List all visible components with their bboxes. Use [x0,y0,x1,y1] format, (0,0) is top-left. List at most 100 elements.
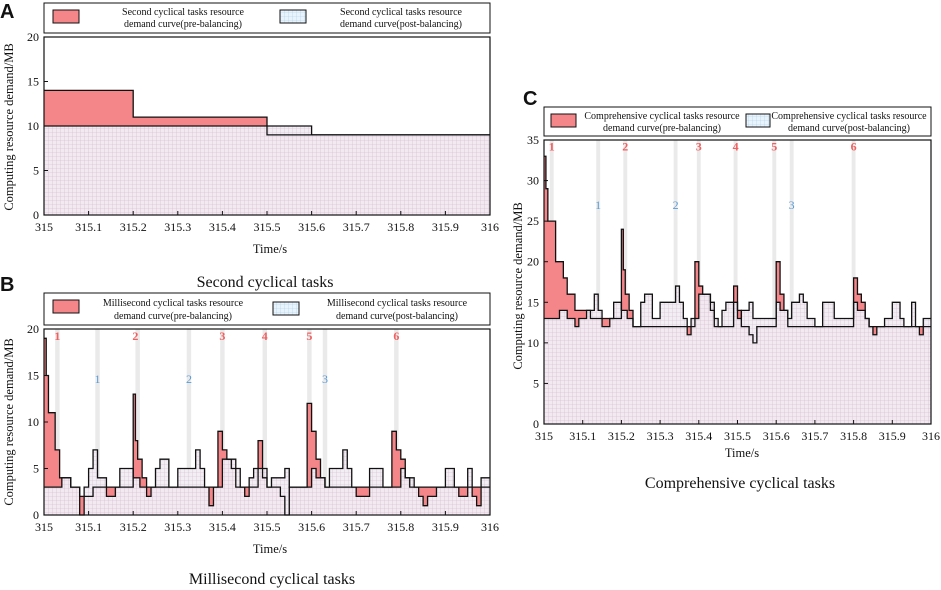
legend-box-b [43,292,491,326]
marker-label-b-red-4: 4 [262,329,268,343]
marker-label-c-red-4: 4 [733,140,739,154]
y-tick-label-c-2: 10 [527,336,539,350]
x-tick-label-a-7: 315.7 [343,220,370,234]
marker-label-b-blue-1: 1 [95,372,101,386]
y-tick-label-b-4: 20 [27,322,39,336]
legend-box-c [543,106,932,137]
marker-label-c-red-6: 6 [851,140,857,154]
y-axis-label-a: Computing resource demand/MB [2,43,16,210]
legend-swatch-post-a [279,9,307,24]
y-tick-label-a-0: 0 [33,208,39,222]
y-tick-label-b-1: 5 [33,462,39,476]
y-tick-label-c-6: 30 [527,174,539,188]
x-tick-label-a-2: 315.2 [120,220,147,234]
shade-band-c-6 [772,140,777,424]
y-tick-label-b-3: 15 [27,369,39,383]
legend-text-pre-c-2: demand curve(pre-balancing) [603,123,721,134]
marker-label-c-blue-1: 1 [595,198,601,212]
y-tick-label-c-3: 15 [527,295,539,309]
marker-label-b-red-1: 1 [54,329,60,343]
plot-c: 315 315.1 315.2 315.3 315.4 315.5 315.6 315.7 31… [527,133,940,443]
y-tick-label-b-0: 0 [33,508,39,522]
marker-label-c-red-5: 5 [771,140,777,154]
x-tick-label-b-9: 315.9 [432,520,459,534]
series-post-line-c [544,285,931,336]
marker-label-b-red-2: 2 [132,329,138,343]
legend-b: Millisecond cyclical tasks resource dema… [43,292,491,326]
legend-swatch-post-b [272,301,300,316]
caption-a: Second cyclical tasks [197,274,334,291]
shade-band-b-8 [394,329,399,515]
x-tick-label-c-9: 315.9 [879,429,906,443]
y-axis-label-c: Computing resource demand/MB [511,202,525,369]
panel-letter-c: C [523,88,537,110]
x-tick-label-b-6: 315.6 [298,520,325,534]
plot-a: 315 315.1 315.2 315.3 315.4 315.5 315.6 315.7 31… [27,30,499,234]
x-tick-label-c-1: 315.1 [569,429,596,443]
y-tick-label-c-1: 5 [533,376,539,390]
series-post-line-a [44,125,490,136]
legend-text-post-a-2: demand curve(post-balancing) [340,19,462,30]
x-tick-label-c-4: 315.4 [685,429,712,443]
legend-swatch-pre-c [550,113,577,128]
x-tick-label-c-2: 315.2 [608,429,635,443]
series-overlap-area-a [44,126,490,215]
x-tick-label-a-8: 315.8 [387,220,414,234]
legend-text-pre-a-2: demand curve(pre-balancing) [124,19,242,30]
series-pre-line-c [544,155,931,344]
x-axis-label-b: Time/s [253,542,287,556]
x-axis-label-a: Time/s [253,242,287,256]
marker-label-c-blue-3: 3 [789,198,795,212]
x-tick-label-c-5: 315.5 [724,429,751,443]
x-tick-label-a-9: 315.9 [432,220,459,234]
y-tick-label-b-2: 10 [27,415,39,429]
x-tick-label-b-3: 315.3 [164,520,191,534]
x-tick-label-b-0: 315 [35,520,53,534]
y-tick-label-c-5: 25 [527,214,539,228]
shade-band-b-1 [95,329,100,515]
legend-text-post-c-1: Comprehensive cyclical tasks resource [771,111,927,122]
shade-band-b-5 [262,329,267,515]
legend-text-pre-a-1: Second cyclical tasks resource [122,7,244,18]
shade-band-c-7 [789,140,794,424]
shade-band-c-1 [596,140,601,424]
panel-letter-a: A [0,1,14,23]
x-tick-label-a-3: 315.3 [164,220,191,234]
caption-c: Comprehensive cyclical tasks [645,475,835,492]
x-tick-label-a-0: 315 [35,220,53,234]
shade-band-c-5 [733,140,738,424]
x-axis-label-c: Time/s [725,446,759,460]
legend-a: Second cyclical tasks resource demand cu… [43,2,491,34]
marker-label-b-red-6: 6 [393,329,399,343]
x-tick-label-a-6: 315.6 [298,220,325,234]
marker-label-c-blue-2: 2 [673,198,679,212]
marker-label-c-red-3: 3 [696,140,702,154]
x-tick-label-c-0: 315 [535,429,553,443]
x-tick-label-b-5: 315.5 [254,520,281,534]
y-tick-label-a-1: 5 [33,164,39,178]
x-tick-label-c-6: 315.6 [763,429,790,443]
marker-label-b-red-5: 5 [306,329,312,343]
y-axis-label-b: Computing resource demand/MB [2,338,16,505]
x-tick-label-b-10: 316 [481,520,499,534]
legend-text-post-a-1: Second cyclical tasks resource [340,7,462,18]
x-tick-label-a-4: 315.4 [209,220,236,234]
legend-text-pre-b-2: demand curve(pre-balancing) [114,311,232,322]
shade-band-c-3 [673,140,678,424]
marker-label-c-red-1: 1 [549,140,555,154]
x-tick-label-c-8: 315.8 [840,429,867,443]
legend-swatch-post-c [745,113,771,128]
marker-label-b-red-3: 3 [219,329,225,343]
shade-band-b-3 [186,329,192,515]
legend-box-a [43,2,491,34]
marker-label-b-blue-3: 3 [322,372,328,386]
x-tick-label-b-2: 315.2 [120,520,147,534]
shade-band-b-7 [322,329,328,515]
caption-b: Millisecond cyclical tasks [189,571,355,588]
panel-c: C Comprehensive cyclical tasks resource … [511,88,940,492]
shade-band-b-2 [135,329,140,515]
y-tick-label-c-4: 20 [527,255,539,269]
x-tick-label-c-7: 315.7 [801,429,828,443]
series-post-line-b [44,449,490,516]
